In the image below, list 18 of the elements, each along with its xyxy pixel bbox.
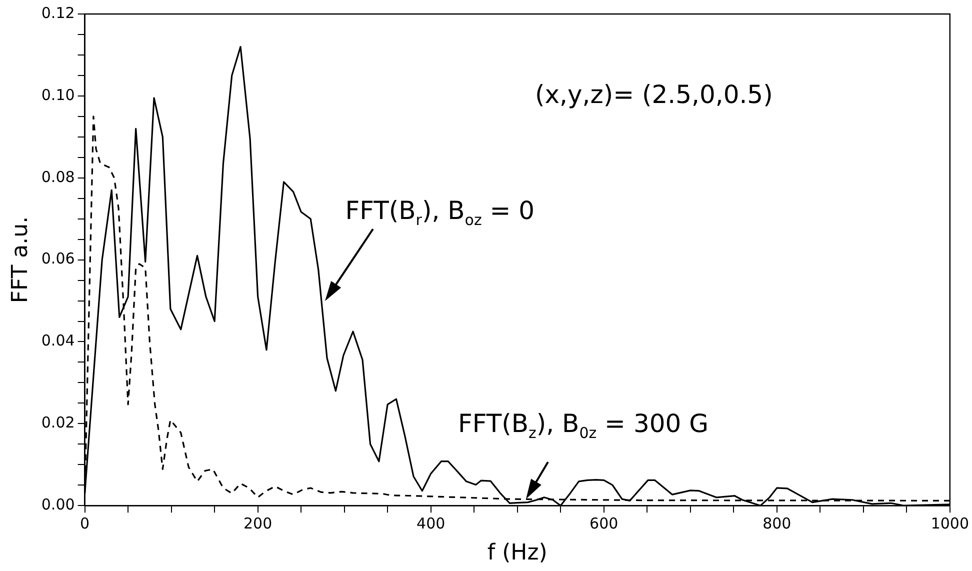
x-tick-label: 0 [80,514,90,532]
x-axis-title: f (Hz) [487,540,548,566]
y-tick-label: 0.10 [41,86,75,104]
x-tick-label: 400 [416,514,446,532]
y-tick-label: 0.08 [41,168,75,186]
x-tick-label: 1000 [930,514,970,532]
y-tick-label: 0.04 [41,332,75,350]
x-tick-label: 600 [590,514,618,532]
x-tick-label: 200 [244,514,272,532]
annotation: FFT(B$_{r}$), B$_{oz}$ = 0 [345,196,535,229]
y-axis-title: FFT a.u. [8,216,33,304]
y-tick-label: 0.00 [41,495,75,514]
annotation: (x,y,z)= (2.5,0,0.5) [535,80,773,109]
y-tick-label: 0.02 [41,414,75,432]
annotation: FFT(B$_{z}$), B$_{0z}$ = 300 G [458,409,708,442]
x-tick-label: 800 [762,514,792,532]
y-tick-label: 0.06 [41,250,75,268]
y-tick-label: 0.12 [41,4,75,22]
